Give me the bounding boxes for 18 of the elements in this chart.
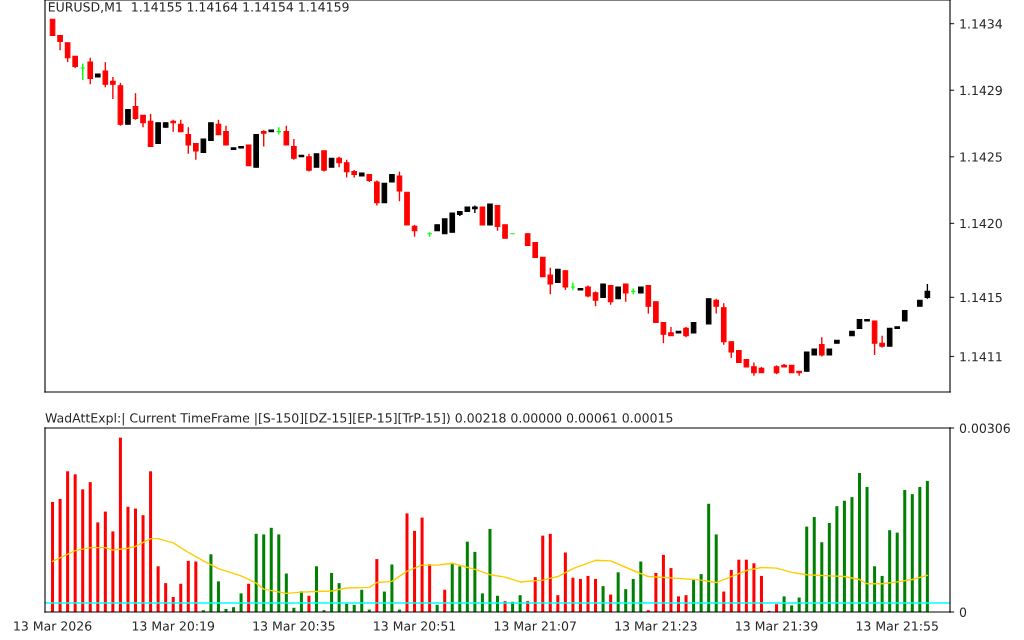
chart-title: WadAttExpl:| Current TimeFrame |[S-150][DZ-15][EP-15][TrP-15]) 0.00218 0.00000 0.00061 0.00015 xyxy=(45,412,673,426)
y-tick-label: 1.1420 xyxy=(960,218,1002,229)
y-tick-label: 1.1434 xyxy=(960,19,1003,29)
y-tick-label: 0.00306 xyxy=(959,423,1010,433)
chart-title: EURUSD,M1 1.14155 1.14164 1.14154 1.14159 xyxy=(48,2,349,13)
x-tick-label: 13 Mar 20:35 xyxy=(253,621,335,631)
y-tick-label: 1.1425 xyxy=(960,152,1002,162)
y-tick-label: 1.1415 xyxy=(960,292,1002,303)
x-tick-label: 13 Mar 20:19 xyxy=(132,621,215,631)
x-tick-label: 13 Mar 21:07 xyxy=(494,621,576,631)
x-tick-label: 13 Mar 20:51 xyxy=(374,621,456,631)
y-tick-label: 1.1411 xyxy=(960,352,1002,362)
y-tick-label: 0 xyxy=(959,607,967,617)
x-tick-label: 13 Mar 2026 xyxy=(14,621,92,631)
y-tick-label: 1.1429 xyxy=(960,85,1002,96)
x-tick-label: 13 Mar 21:55 xyxy=(856,621,938,631)
x-tick-label: 13 Mar 21:39 xyxy=(736,621,818,631)
x-tick-label: 13 Mar 21:23 xyxy=(615,621,697,631)
